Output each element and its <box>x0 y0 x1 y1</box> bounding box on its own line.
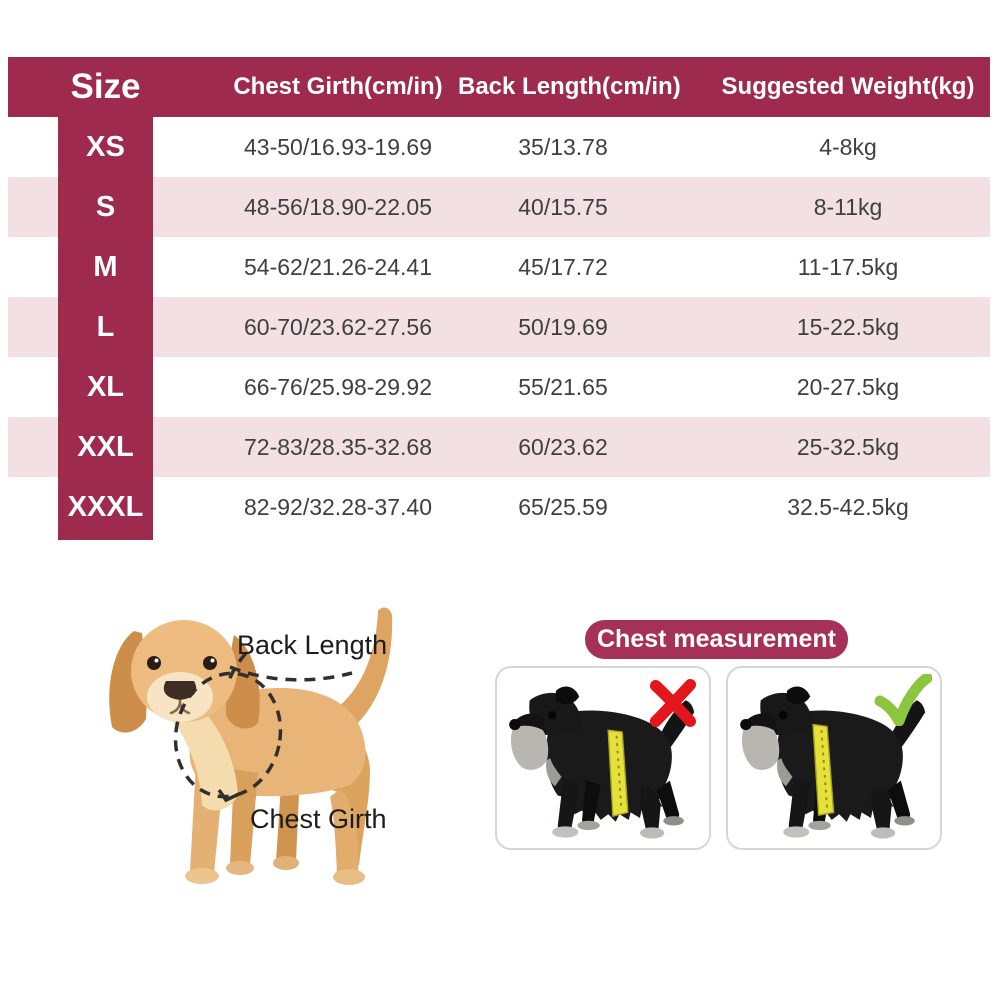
table-row: 66-76/25.98-29.92 55/21.65 20-27.5kg <box>8 357 990 417</box>
size-label: M <box>93 251 118 283</box>
cell-back: 35/13.78 <box>518 134 608 160</box>
size-label: XXL <box>77 431 134 463</box>
column-header-weight: Suggested Weight(kg) <box>721 73 975 100</box>
size-label: XXXL <box>67 491 144 523</box>
red-x-icon <box>649 679 697 727</box>
measurement-card-correct <box>726 666 942 850</box>
cell-weight: 8-11kg <box>813 194 883 220</box>
cell-weight: 25-32.5kg <box>796 434 900 460</box>
cell-weight: 20-27.5kg <box>796 374 900 400</box>
column-header-back: Back Length(cm/in) <box>458 73 681 100</box>
size-label: S <box>95 191 116 223</box>
table-row: 43-50/16.93-19.69 35/13.78 4-8kg <box>8 117 990 177</box>
table-row: 54-62/21.26-24.41 45/17.72 11-17.5kg <box>8 237 990 297</box>
cell-back: 40/15.75 <box>518 194 608 220</box>
size-label: L <box>96 311 115 343</box>
table-row: 60-70/23.62-27.56 50/19.69 15-22.5kg <box>8 297 990 357</box>
puppy-illustration <box>109 607 393 885</box>
cell-weight: 15-22.5kg <box>796 314 900 340</box>
cell-chest: 82-92/32.28-37.40 <box>244 494 432 520</box>
cell-back: 60/23.62 <box>518 434 608 460</box>
cell-weight: 11-17.5kg <box>797 254 899 280</box>
cell-weight: 32.5-42.5kg <box>787 494 909 520</box>
table-row: 48-56/18.90-22.05 40/15.75 8-11kg <box>8 177 990 237</box>
cell-chest: 66-76/25.98-29.92 <box>244 374 432 400</box>
cell-back: 55/21.65 <box>518 374 608 400</box>
green-check-icon <box>874 674 932 726</box>
size-column-band: XS S M L XL XXL XXXL <box>58 117 153 540</box>
chest-measurement-banner: Chest measurement <box>585 620 848 659</box>
cell-chest: 54-62/21.26-24.41 <box>244 254 432 280</box>
cell-chest: 48-56/18.90-22.05 <box>244 194 432 220</box>
table-row: 72-83/28.35-32.68 60/23.62 25-32.5kg <box>8 417 990 477</box>
dog-wrong-illustration <box>509 686 695 839</box>
table-header: Size Chest Girth(cm/in) Back Length(cm/i… <box>8 57 990 117</box>
cell-back: 50/19.69 <box>518 314 608 340</box>
cell-chest: 72-83/28.35-32.68 <box>244 434 432 460</box>
cell-back: 65/25.59 <box>518 494 608 520</box>
column-header-size: Size <box>70 67 141 106</box>
table-row: 82-92/32.28-37.40 65/25.59 32.5-42.5kg <box>8 477 990 537</box>
size-label: XL <box>86 371 125 403</box>
back-length-label: Back Length <box>237 630 388 660</box>
cell-back: 45/17.72 <box>518 254 608 280</box>
cell-chest: 60-70/23.62-27.56 <box>244 314 432 340</box>
chest-girth-label: Chest Girth <box>250 804 387 834</box>
column-header-chest: Chest Girth(cm/in) <box>233 73 443 100</box>
cell-weight: 4-8kg <box>819 134 877 160</box>
measurement-card-wrong <box>495 666 711 850</box>
size-label: XS <box>86 131 125 163</box>
cell-chest: 43-50/16.93-19.69 <box>244 134 432 160</box>
dog-correct-illustration <box>740 686 926 839</box>
